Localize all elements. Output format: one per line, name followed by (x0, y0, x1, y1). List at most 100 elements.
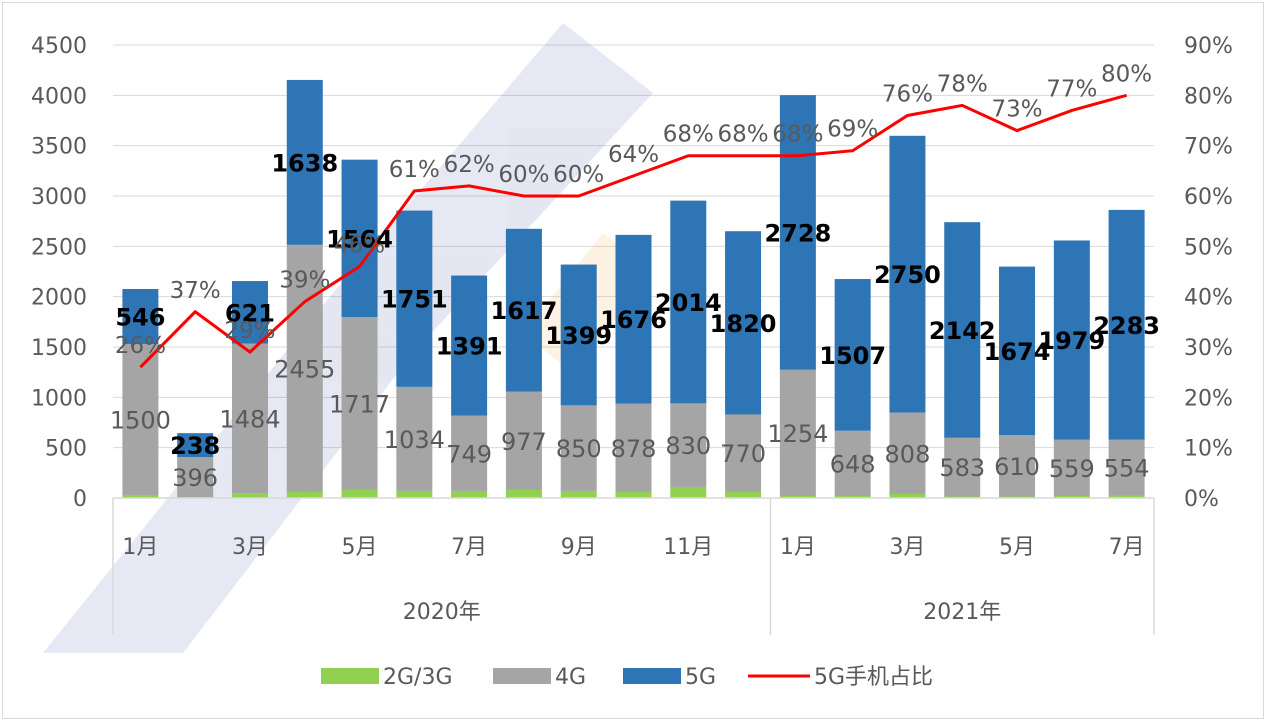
label-ratio: 64% (608, 142, 659, 168)
y-right-tick-label: 50% (1184, 235, 1233, 260)
bar-5g (505, 228, 542, 392)
label-5g: 1674 (984, 338, 1051, 366)
label-ratio: 78% (937, 71, 988, 97)
label-ratio: 77% (1046, 76, 1097, 102)
bar-2g-3g (231, 492, 268, 498)
bar-4g (999, 435, 1036, 497)
x-axis: 1月 3月 5月 7月 9月 11月 1月 3月 5月 7月 2020年 2021年 (112, 497, 1155, 635)
bar-2g-3g (834, 495, 871, 498)
bar-4g (560, 405, 597, 491)
bar-4g (1053, 439, 1090, 496)
label-5g: 1820 (710, 310, 777, 338)
label-4g: 830 (665, 432, 711, 460)
legend-label: 5G手机占比 (814, 665, 933, 690)
bar-2g-3g (889, 493, 926, 498)
label-4g: 610 (994, 453, 1040, 481)
bar-5g (834, 279, 871, 431)
y-left-tick-label: 3500 (31, 135, 87, 160)
label-5g: 238 (170, 432, 220, 460)
label-ratio: 80% (1101, 61, 1152, 87)
ratio-line-group (139, 93, 1128, 369)
bar-4g (615, 403, 652, 492)
x-tick-label: 3月 (232, 535, 268, 560)
x-tick-label: 5月 (342, 535, 378, 560)
label-ratio: 46% (334, 232, 385, 258)
label-5g: 1638 (271, 149, 338, 177)
label-4g: 770 (720, 440, 766, 468)
label-5g: 1399 (545, 322, 612, 350)
x-tick-label: 1月 (780, 535, 816, 560)
label-4g: 396 (172, 464, 218, 492)
bar-5g (725, 231, 762, 415)
label-ratio: 60% (553, 162, 604, 188)
bar-5g (944, 222, 981, 438)
bar-2g-3g (725, 491, 762, 498)
label-5g: 546 (115, 303, 165, 331)
y-left-tick-label: 4500 (31, 34, 87, 59)
bar-5g (451, 275, 488, 416)
bar-2g-3g (505, 489, 542, 498)
label-5g: 2014 (655, 289, 722, 317)
year-group-label: 2021年 (923, 600, 1001, 625)
x-tick-label: 3月 (889, 535, 925, 560)
label-ratio: 69% (827, 117, 878, 143)
bar-2g-3g (779, 495, 816, 498)
label-ratio: 29% (224, 318, 275, 344)
label-5g: 1507 (819, 342, 886, 370)
label-4g: 808 (885, 440, 931, 468)
y-right-tick-label: 30% (1184, 336, 1233, 361)
label-4g: 1034 (384, 426, 445, 454)
label-5g: 2750 (874, 261, 941, 289)
bar-4g (286, 244, 323, 492)
y-right-tick-label: 90% (1184, 34, 1233, 59)
bar-4g (779, 369, 816, 496)
label-4g: 559 (1049, 455, 1095, 483)
bar-2g-3g (615, 491, 652, 498)
label-5g: 1676 (600, 306, 667, 334)
bar-5g (122, 289, 159, 344)
y-left-tick-label: 500 (45, 437, 87, 462)
bar-2g-3g (560, 490, 597, 498)
label-ratio: 37% (170, 278, 221, 304)
bar-2g-3g (396, 490, 433, 498)
bar-4g (451, 415, 488, 491)
label-5g: 1751 (381, 286, 448, 314)
label-ratio: 68% (718, 122, 769, 148)
bar-5g (396, 210, 433, 387)
bar-5g (560, 264, 597, 406)
bar-2g-3g (999, 496, 1036, 498)
bar-4g (396, 386, 433, 491)
label-5g: 1391 (436, 333, 503, 361)
legend-swatch (321, 668, 379, 684)
label-ratio: 61% (389, 157, 440, 183)
label-4g: 2455 (274, 355, 335, 383)
x-tick-label: 7月 (1109, 535, 1145, 560)
y-axis-left: 0 500 1000 1500 2000 2500 3000 3500 4000 4500 (31, 34, 87, 512)
bar-5g (615, 234, 652, 404)
bar-4g (725, 414, 762, 492)
ratio-line (139, 93, 1128, 369)
y-right-tick-label: 10% (1184, 437, 1233, 462)
label-4g: 648 (830, 450, 876, 478)
label-4g: 749 (446, 440, 492, 468)
bar-2g-3g (341, 489, 378, 498)
label-4g: 1484 (219, 405, 280, 433)
bar-5g (670, 200, 707, 404)
bars-group (122, 79, 1145, 498)
y-right-tick-label: 60% (1184, 185, 1233, 210)
bar-4g (231, 343, 268, 493)
bar-5g (889, 135, 926, 413)
label-4g: 1500 (110, 406, 171, 434)
y-left-tick-label: 3000 (31, 185, 87, 210)
label-5g: 1979 (1038, 327, 1105, 355)
bar-5g (231, 281, 268, 344)
label-5g: 2728 (764, 219, 831, 247)
label-ratio: 62% (444, 152, 495, 178)
label-ratio: 68% (772, 122, 823, 148)
label-ratio: 76% (882, 81, 933, 107)
label-5g: 2142 (929, 317, 996, 345)
legend-label: 2G/3G (383, 665, 453, 690)
legend-label: 4G (555, 665, 586, 690)
label-5g: 621 (225, 299, 275, 327)
legend-swatch (623, 668, 681, 684)
